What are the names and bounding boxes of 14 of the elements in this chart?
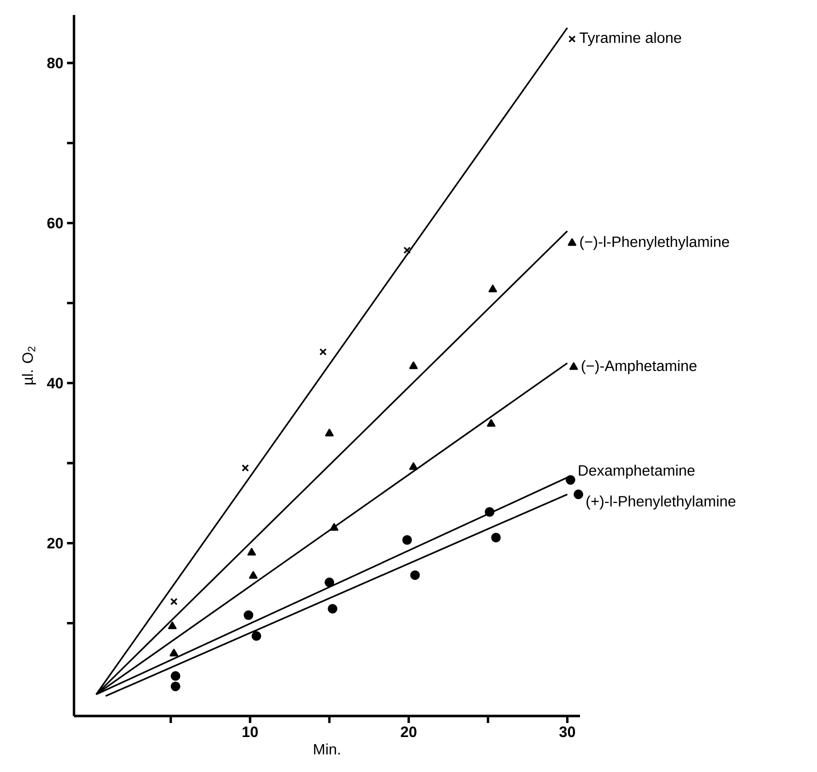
series-label: (−)-Amphetamine <box>582 360 696 374</box>
series-label: Tyramine alone <box>580 32 682 46</box>
x-axis-title: Min. <box>314 744 340 754</box>
series-label: Dexamphetamine <box>578 464 695 479</box>
y-tick-label: 60 <box>47 218 63 228</box>
x-tick-label: 20 <box>400 726 416 738</box>
y-tick-label: 20 <box>47 538 63 548</box>
y-axis-title: µl. O$_{2}$ <box>22 346 36 384</box>
x-tick-label: 10 <box>242 726 258 738</box>
series-label: (+)-l-Phenylethylamine <box>586 496 736 510</box>
series-label: (−)-l-Phenylethylamine <box>580 236 730 250</box>
x-tick-label: 30 <box>559 726 576 738</box>
y-tick-label: 80 <box>47 58 63 68</box>
y-tick-label: 40 <box>47 378 63 388</box>
